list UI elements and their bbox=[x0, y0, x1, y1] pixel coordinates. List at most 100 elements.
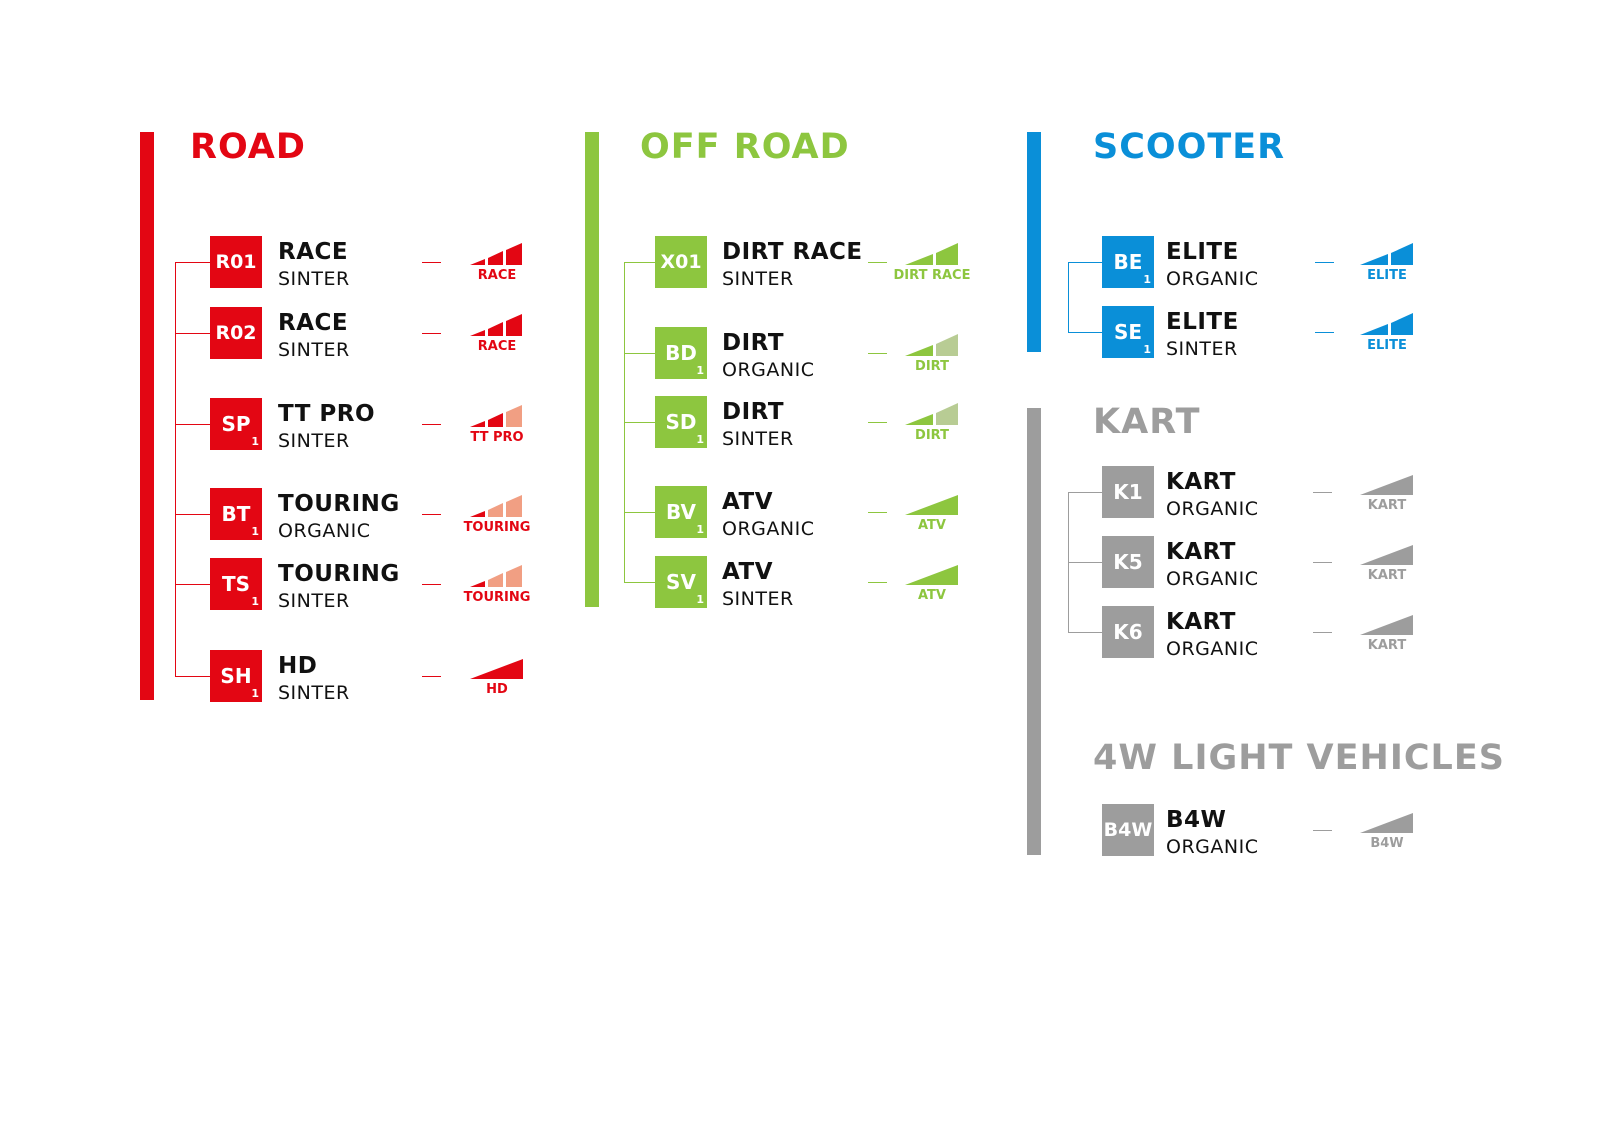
compound-type: SINTER bbox=[278, 590, 350, 612]
performance-rating-icon bbox=[1360, 313, 1413, 335]
section-title: OFF ROAD bbox=[640, 127, 850, 167]
compound-type: SINTER bbox=[722, 588, 794, 610]
performance-rating-icon bbox=[470, 405, 522, 427]
performance-rating-icon bbox=[470, 495, 522, 517]
product-code: SE bbox=[1113, 320, 1143, 344]
connector-dash bbox=[422, 676, 441, 677]
rating-label: B4W bbox=[1370, 836, 1404, 851]
rating-bar bbox=[506, 565, 522, 587]
product-code: R02 bbox=[215, 322, 257, 344]
tree-branch bbox=[624, 422, 655, 423]
rating-bar bbox=[936, 403, 958, 425]
product-code: SV bbox=[666, 570, 696, 594]
tree-branch bbox=[1068, 332, 1102, 333]
product-code: K5 bbox=[1113, 550, 1143, 574]
tree-branch bbox=[175, 514, 210, 515]
compound-type: ORGANIC bbox=[1166, 836, 1259, 858]
product-code: R01 bbox=[215, 251, 257, 273]
rating-label: ATV bbox=[918, 518, 946, 533]
tree-connector bbox=[1068, 262, 1069, 332]
product-code-badge: SP 1 bbox=[210, 398, 262, 450]
compound-type: SINTER bbox=[278, 430, 350, 452]
product-name: DIRT RACE bbox=[722, 239, 863, 265]
tree-branch bbox=[624, 262, 655, 263]
product-code: BV bbox=[666, 500, 696, 524]
rating-bar bbox=[506, 495, 522, 517]
rating-label: KART bbox=[1367, 568, 1407, 583]
compound-type: ORGANIC bbox=[722, 359, 815, 381]
rating-bar bbox=[1360, 545, 1413, 565]
product-code: SH bbox=[220, 664, 252, 688]
rating-bar bbox=[488, 251, 503, 265]
tree-branch bbox=[175, 424, 210, 425]
product-code-subscript: 1 bbox=[251, 595, 259, 608]
product-code: BE bbox=[1113, 250, 1143, 274]
compound-type: SINTER bbox=[722, 268, 794, 290]
compound-type: SINTER bbox=[278, 682, 350, 704]
rating-bar bbox=[488, 322, 503, 336]
product-name: DIRT bbox=[722, 399, 785, 425]
rating-bar bbox=[470, 259, 485, 265]
rating-bar bbox=[1360, 475, 1413, 495]
rating-bar bbox=[1391, 243, 1413, 265]
rating-label: TT PRO bbox=[470, 430, 524, 445]
product-code-badge: R02 bbox=[210, 307, 262, 359]
rating-bar bbox=[470, 659, 523, 679]
product-code-subscript: 1 bbox=[1143, 343, 1151, 356]
product-name: ELITE bbox=[1166, 239, 1239, 265]
rating-bar bbox=[1360, 813, 1413, 833]
rating-bar bbox=[905, 414, 933, 425]
section-title: KART bbox=[1093, 402, 1201, 442]
rating-bar bbox=[936, 334, 958, 356]
product-code: K6 bbox=[1113, 620, 1143, 644]
product-code-badge: SV 1 bbox=[655, 556, 707, 608]
tree-branch bbox=[1068, 632, 1102, 633]
performance-rating-icon bbox=[905, 334, 958, 356]
product-name: TOURING bbox=[278, 561, 400, 587]
tree-branch bbox=[175, 584, 210, 585]
product-code-badge: BV 1 bbox=[655, 486, 707, 538]
compound-type: SINTER bbox=[1166, 338, 1238, 360]
performance-rating-icon bbox=[1360, 475, 1413, 495]
product-name: B4W bbox=[1166, 807, 1227, 833]
compound-type: SINTER bbox=[278, 339, 350, 361]
connector-dash bbox=[1315, 262, 1334, 263]
section-title: ROAD bbox=[190, 127, 306, 167]
connector-dash bbox=[422, 333, 441, 334]
product-code: X01 bbox=[660, 251, 702, 273]
product-code-subscript: 1 bbox=[696, 593, 704, 606]
product-code-badge: B4W bbox=[1102, 804, 1154, 856]
tree-connector bbox=[175, 262, 176, 676]
product-code-subscript: 1 bbox=[251, 525, 259, 538]
product-code-badge: BT 1 bbox=[210, 488, 262, 540]
product-name: HD bbox=[278, 653, 318, 679]
compound-type: ORGANIC bbox=[1166, 638, 1259, 660]
rating-label: DIRT bbox=[915, 428, 949, 443]
rating-label: ELITE bbox=[1367, 268, 1407, 283]
tree-branch bbox=[1068, 492, 1102, 493]
product-name: DIRT bbox=[722, 330, 785, 356]
compound-type: ORGANIC bbox=[278, 520, 371, 542]
connector-dash bbox=[868, 353, 887, 354]
rating-bar bbox=[506, 405, 522, 427]
product-code-badge: SE 1 bbox=[1102, 306, 1154, 358]
connector-dash bbox=[1313, 492, 1332, 493]
product-code: SD bbox=[665, 410, 697, 434]
product-code-subscript: 1 bbox=[251, 435, 259, 448]
compound-type: SINTER bbox=[722, 428, 794, 450]
rating-label: TOURING bbox=[463, 590, 531, 605]
performance-rating-icon bbox=[905, 243, 958, 265]
tree-branch bbox=[175, 676, 210, 677]
connector-dash bbox=[868, 582, 887, 583]
tree-branch bbox=[1068, 262, 1102, 263]
rating-bar bbox=[470, 581, 485, 587]
tree-branch bbox=[175, 262, 210, 263]
performance-rating-icon bbox=[470, 314, 522, 336]
product-name: TT PRO bbox=[278, 401, 376, 427]
rating-bar bbox=[506, 314, 522, 336]
product-code-badge: R01 bbox=[210, 236, 262, 288]
connector-dash bbox=[422, 262, 441, 263]
section-bar bbox=[140, 132, 154, 700]
connector-dash bbox=[868, 262, 887, 263]
